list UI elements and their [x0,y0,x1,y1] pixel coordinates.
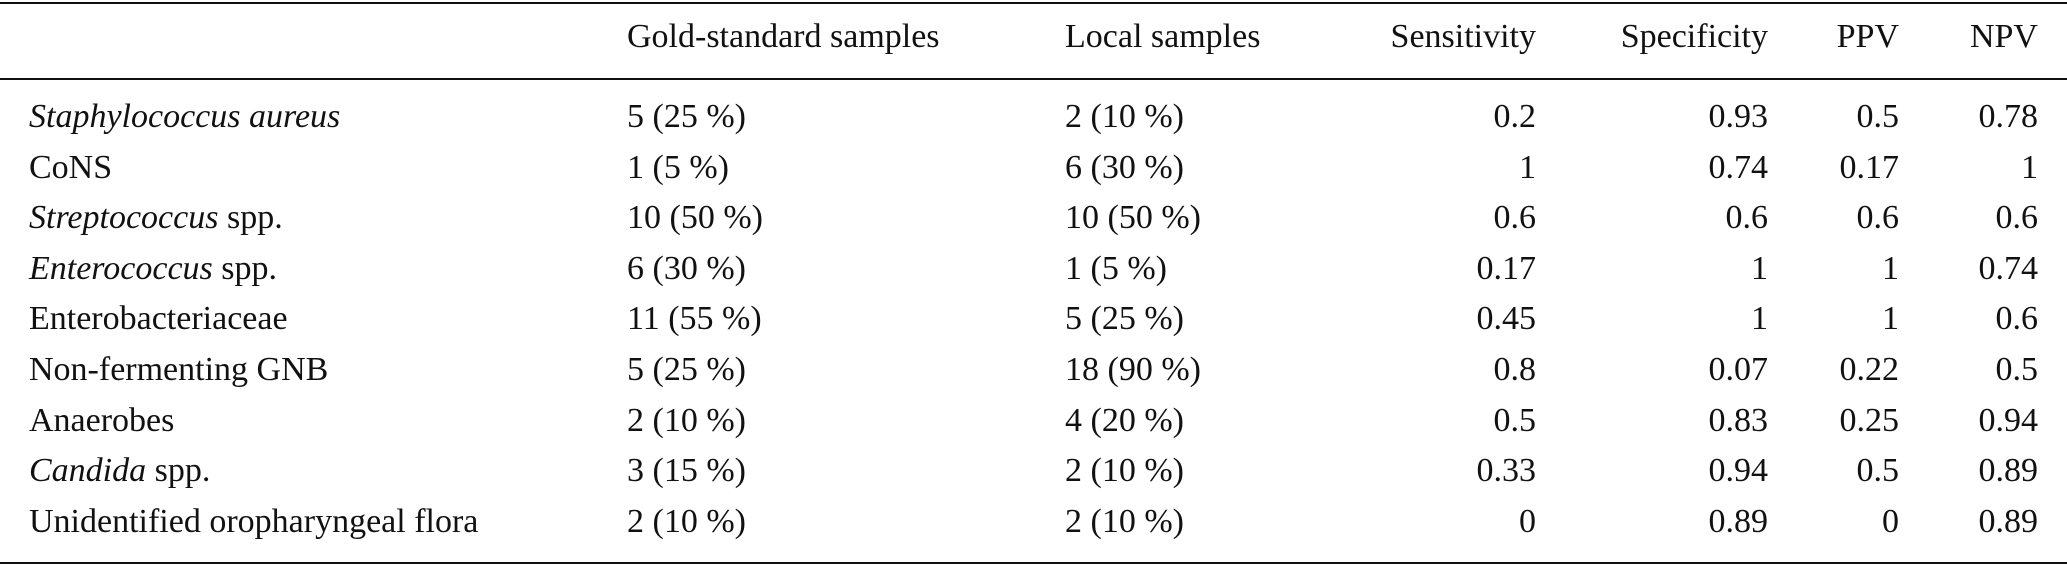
table-cell: 0.93 [1708,98,1769,135]
table-cell: 0.5 [1493,401,1537,439]
table-cell: 0.89 [1978,502,2039,540]
table-cell: 0.17 [1839,148,1900,186]
table-cell: 1 (5 %) [627,148,729,186]
table-cell: 0.5 [1856,98,1900,135]
label-part: Non-fermenting GNB [29,351,329,388]
label-part: spp. [221,249,278,287]
column-header: Local samples [1065,18,1261,55]
table-cell: 0 [1519,502,1536,540]
header-rule [0,78,2067,80]
table-cell: 2 (10 %) [1065,502,1184,540]
table-cell: 2 (10 %) [627,502,746,540]
table-cell: 6 (30 %) [627,249,746,287]
bottom-rule [0,562,2067,564]
table-cell: 2 (10 %) [1065,98,1184,135]
table-cell: 0.94 [1708,452,1769,490]
table-cell: 0.22 [1839,351,1900,388]
table-cell: 0 [1882,502,1899,540]
table-cell: 18 (90 %) [1065,351,1201,388]
table-cell: 3 (15 %) [627,452,746,490]
table-cell: 0.89 [1708,502,1769,540]
label-part: spp. [226,199,283,237]
table-cell: 0.6 [1995,300,2039,338]
table-cell: 1 [2021,148,2038,186]
table-cell: 0.89 [1978,452,2039,490]
column-header: Sensitivity [1390,18,1536,55]
table-cell: 1 [1882,300,1899,338]
table-cell: 0.6 [1856,199,1900,237]
table-cell: 10 (50 %) [1065,199,1201,237]
table-cell: 0.83 [1708,401,1769,439]
row-label: Enterococcus spp. [29,249,277,289]
row-label: Candida spp. [29,451,210,491]
row-label: CoNS [29,148,112,188]
table-cell: 10 (50 %) [627,199,763,237]
table-cell: 11 (55 %) [627,300,762,338]
label-part: Streptococcus [29,199,219,237]
column-header: PPV [1836,18,1899,55]
table-cell: 0.17 [1476,249,1537,287]
row-label: Enterobacteriaceae [29,299,288,339]
table-cell: 1 [1519,148,1536,186]
table-cell: 0.5 [1995,351,2039,388]
table-cell: 1 [1882,249,1899,287]
column-header: Gold-standard samples [627,18,940,55]
table-cell: 1 [1751,300,1768,338]
column-header: NPV [1969,18,2038,55]
table-cell: 0.6 [1995,199,2039,237]
table-cell: 2 (10 %) [627,401,746,439]
table-cell: 5 (25 %) [627,351,746,388]
table-cell: 0.6 [1725,199,1769,237]
table-cell: 0.74 [1708,148,1769,186]
column-header: Specificity [1620,18,1768,55]
table-cell: 0.8 [1493,351,1537,388]
row-label: Unidentified oropharyngeal flora [29,502,478,542]
label-part: Enterococcus [29,249,213,287]
row-label: Streptococcus spp. [29,198,283,238]
table-cell: 0.07 [1708,351,1769,388]
top-rule [0,2,2067,4]
table-cell: 0.5 [1856,452,1900,490]
label-part: CoNS [29,148,113,186]
table-cell: 0.45 [1476,300,1537,338]
table-cell: 0.6 [1493,199,1537,237]
table-cell: 0.78 [1978,98,2039,135]
table-cell: 0.25 [1839,401,1900,439]
label-part: Staphylococcus aureus [29,98,341,135]
table-cell: 5 (25 %) [627,98,746,135]
label-part: Candida [29,452,147,490]
table-cell: 1 (5 %) [1065,249,1167,287]
table-cell: 6 (30 %) [1065,148,1184,186]
table-cell: 0.94 [1978,401,2039,439]
table-cell: 4 (20 %) [1065,401,1184,439]
table-cell: 1 [1751,249,1768,287]
table-cell: 0.74 [1978,249,2039,287]
row-label: Anaerobes [29,401,174,441]
table-cell: 2 (10 %) [1065,452,1184,490]
table-cell: 0.2 [1493,98,1537,135]
label-part: Enterobacteriaceae [29,300,288,338]
label-part: Anaerobes [29,401,175,439]
row-label: Non-fermenting GNB [29,350,328,390]
label-part: Unidentified oropharyngeal flora [29,502,479,540]
row-label: Staphylococcus aureus [29,97,340,137]
label-part: spp. [154,452,211,490]
table-cell: 5 (25 %) [1065,300,1184,338]
table-cell: 0.33 [1476,452,1537,490]
